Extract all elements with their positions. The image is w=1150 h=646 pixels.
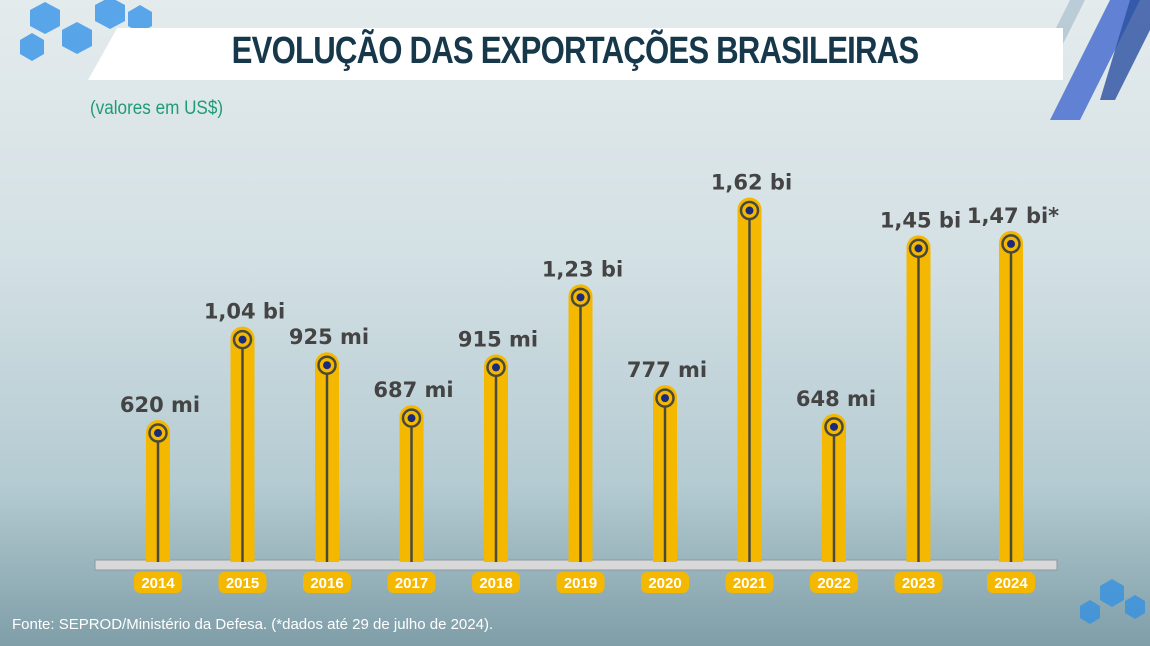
bar-dot	[830, 422, 838, 431]
bar-dot-ring	[655, 388, 675, 408]
x-tick-label: 2020	[648, 575, 681, 592]
bar-group: 1,23 bi 2019	[542, 257, 623, 593]
x-tick-label: 2022	[817, 575, 850, 592]
chart-subtitle: (valores em US$)	[90, 98, 224, 119]
bar-group: 620 mi 2014	[120, 393, 200, 593]
data-label: 1,23 bi	[542, 257, 623, 281]
x-tick-label: 2024	[994, 575, 1028, 592]
bar-dot	[576, 293, 585, 302]
bar-group: 1,62 bi 2021	[711, 171, 792, 593]
bar-dot-ring	[824, 417, 844, 437]
data-label: 1,45 bi	[880, 208, 961, 232]
x-tick-label: 2018	[479, 575, 512, 592]
bar-group: 925 mi 2016	[289, 325, 369, 593]
bar-dot	[492, 363, 500, 372]
year-pill	[556, 572, 605, 593]
data-label: 915 mi	[458, 327, 538, 351]
bar-dot-ring	[739, 200, 760, 221]
hexagon-decoration-top-left	[20, 0, 152, 61]
bar-dot	[914, 244, 923, 253]
x-tick-label: 2019	[564, 575, 597, 592]
bar-dot-ring	[486, 357, 506, 378]
bar-dot	[238, 335, 247, 344]
x-tick-label: 2017	[395, 575, 428, 592]
data-label: 687 mi	[373, 378, 453, 402]
chart-title: EVOLUÇÃO DAS EXPORTAÇÕES BRASILEIRAS	[231, 30, 919, 72]
source-note: Fonte: SEPROD/Ministério da Defesa. (*da…	[12, 616, 494, 633]
year-pill	[725, 572, 774, 593]
year-pill	[472, 572, 520, 593]
bar-dot	[745, 206, 754, 215]
data-label: 1,62 bi	[711, 171, 792, 195]
bar-dot	[323, 361, 331, 370]
data-label: 648 mi	[796, 387, 876, 411]
bar-group: 915 mi 2018	[458, 327, 538, 593]
bar-group: 1,04 bi 2015	[204, 300, 285, 593]
bar-dot-ring	[232, 329, 253, 350]
bar-dot	[661, 394, 669, 403]
bar-group: 687 mi 2017	[373, 378, 454, 593]
bar-group: 1,45 bi 2023	[880, 208, 961, 593]
bar-dot-ring	[401, 408, 422, 428]
data-label: 620 mi	[120, 393, 200, 417]
bar-group: 777 mi 2020	[627, 358, 707, 593]
year-pill	[810, 572, 858, 593]
data-label: 1,47 bi*	[967, 204, 1059, 228]
hexagon-decoration-bottom-right	[1080, 579, 1145, 624]
bar-group: 648 mi 2022	[796, 387, 876, 593]
year-pill	[894, 572, 943, 593]
x-tick-label: 2016	[310, 575, 343, 592]
data-label: 925 mi	[289, 325, 369, 349]
bar-group: 1,47 bi* 2024	[967, 204, 1059, 593]
bar-dot	[407, 414, 416, 423]
year-pill	[303, 572, 351, 593]
bar-dot	[1007, 239, 1015, 248]
year-pill	[987, 572, 1035, 593]
data-label: 1,04 bi	[204, 300, 285, 324]
x-tick-label: 2021	[733, 575, 766, 592]
year-pill	[641, 572, 689, 593]
title-banner	[88, 28, 1063, 80]
x-tick-label: 2015	[226, 575, 259, 592]
x-tick-label: 2014	[141, 575, 175, 592]
bar-dot-ring	[570, 287, 591, 308]
bar-dot-ring	[1001, 234, 1021, 254]
year-pill	[218, 572, 267, 593]
bar-dot-ring	[148, 423, 168, 443]
year-pill	[134, 572, 182, 593]
x-tick-label: 2023	[902, 575, 935, 592]
bar-dot-ring	[908, 238, 929, 259]
data-label: 777 mi	[627, 358, 707, 382]
year-pill	[387, 572, 436, 593]
bar-dot	[154, 429, 162, 438]
bar-dot-ring	[317, 355, 337, 375]
